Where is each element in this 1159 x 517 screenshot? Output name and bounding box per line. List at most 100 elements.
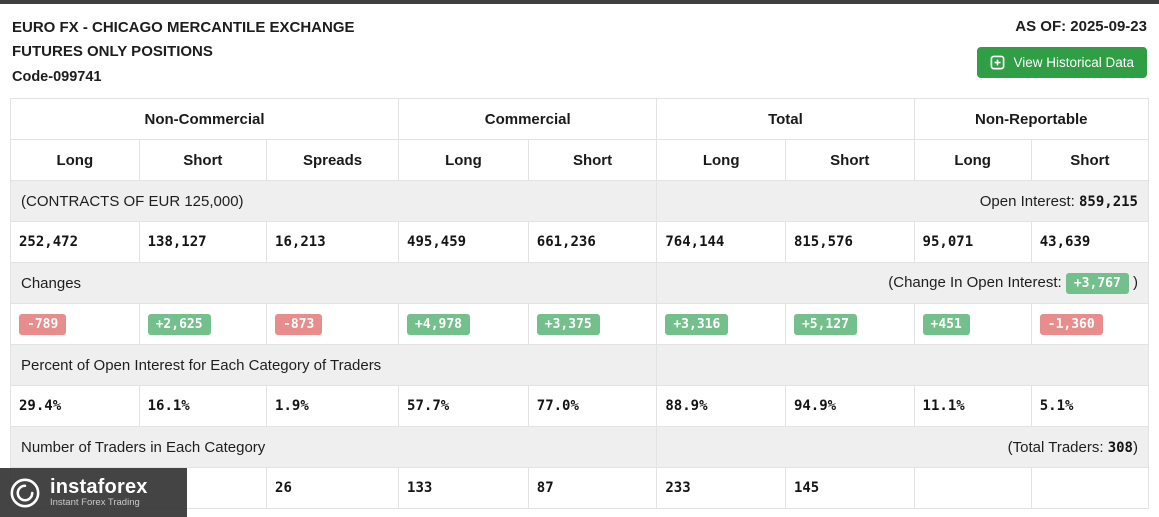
position-cell: 815,576 [784, 221, 915, 263]
position-cell: 95,071 [913, 221, 1032, 263]
percent-cell: 16.1% [138, 385, 268, 427]
traders-cell [913, 467, 1032, 509]
total-traders-suffix: ) [1133, 438, 1138, 456]
group-header-row: Non-Commercial Commercial Total Non-Repo… [9, 98, 1150, 140]
change-cell: -873 [266, 303, 400, 345]
report-header: EURO FX - CHICAGO MERCANTILE EXCHANGE FU… [0, 4, 1159, 98]
change-oi-suffix: ) [1128, 273, 1138, 291]
watermark-brand: instaforex [50, 475, 148, 498]
report-titles: EURO FX - CHICAGO MERCANTILE EXCHANGE FU… [12, 16, 355, 90]
change-badge: +5,127 [793, 313, 857, 335]
top-border [0, 0, 1159, 4]
total-traders-prefix: (Total Traders: [1007, 438, 1108, 456]
percent-cell: 77.0% [527, 385, 658, 427]
as-of-date: AS OF: 2025-09-23 [1015, 18, 1147, 35]
change-cell: -789 [10, 303, 140, 345]
traders-label: Number of Traders in Each Category [9, 426, 658, 468]
change-cell: +3,316 [656, 303, 786, 345]
open-interest-label: Open Interest: [979, 192, 1079, 210]
open-interest-cell: Open Interest: 859,215 [656, 180, 1149, 222]
watermark-text: instaforex Instant Forex Trading [50, 477, 148, 509]
percent-cell: 5.1% [1030, 385, 1150, 427]
position-cell: 43,639 [1030, 221, 1150, 263]
change-oi-prefix: (Change In Open Interest: [888, 273, 1066, 291]
position-cell: 764,144 [656, 221, 786, 263]
change-cell: +3,375 [527, 303, 658, 345]
col-header-nr-short: Short [1030, 139, 1150, 181]
group-header-nonreportable: Non-Reportable [913, 98, 1150, 140]
open-interest-value: 859,215 [1078, 193, 1138, 210]
position-cell: 252,472 [10, 221, 140, 263]
percent-cell: 57.7% [398, 385, 529, 427]
report-title-line2: FUTURES ONLY POSITIONS [12, 43, 213, 60]
total-traders-value: 308 [1107, 439, 1133, 456]
position-cell: 661,236 [527, 221, 658, 263]
change-badge: +2,625 [147, 313, 211, 335]
positions-table-wrap: Non-Commercial Commercial Total Non-Repo… [9, 98, 1150, 509]
percent-label: Percent of Open Interest for Each Catego… [9, 344, 658, 386]
col-header-nr-long: Long [913, 139, 1032, 181]
percent-cell: 88.9% [656, 385, 786, 427]
traders-cell: 233 [656, 467, 786, 509]
position-cell: 16,213 [266, 221, 400, 263]
group-header-total: Total [656, 98, 915, 140]
change-oi-badge: +3,767 [1065, 272, 1129, 294]
change-badge: -789 [19, 313, 67, 335]
changes-row: -789 +2,625 -873 +4,978 +3,375 +3,316 +5… [10, 303, 1150, 345]
col-header-c-short: Short [527, 139, 658, 181]
instaforex-watermark: instaforex Instant Forex Trading [0, 468, 187, 517]
col-header-c-long: Long [398, 139, 529, 181]
change-badge: +3,375 [536, 313, 600, 335]
percent-cell: 11.1% [913, 385, 1032, 427]
report-code: Code-099741 [12, 69, 102, 85]
historical-data-icon [991, 55, 1005, 70]
watermark-tagline: Instant Forex Trading [50, 496, 140, 508]
change-cell: +5,127 [784, 303, 915, 345]
report-header-right: AS OF: 2025-09-23 View Historical Data [977, 16, 1147, 78]
col-header-t-long: Long [656, 139, 786, 181]
position-cell: 138,127 [138, 221, 268, 263]
change-badge: +451 [922, 313, 970, 335]
traders-cell: 26 [266, 467, 400, 509]
view-historical-data-label: View Historical Data [1013, 55, 1134, 70]
change-badge: -1,360 [1039, 313, 1103, 335]
traders-cell: 87 [527, 467, 658, 509]
traders-band-row: Number of Traders in Each Category (Tota… [9, 426, 1149, 468]
changes-band-row: Changes (Change In Open Interest: +3,767… [9, 262, 1149, 304]
instaforex-logo-icon [10, 478, 40, 507]
position-cell: 495,459 [398, 221, 529, 263]
change-badge: +4,978 [407, 313, 471, 335]
group-header-commercial: Commercial [398, 98, 658, 140]
change-cell: -1,360 [1030, 303, 1150, 345]
traders-cell: 133 [398, 467, 529, 509]
col-header-nc-spreads: Spreads [266, 139, 400, 181]
change-cell: +4,978 [398, 303, 529, 345]
report-title-line1: EURO FX - CHICAGO MERCANTILE EXCHANGE [12, 19, 355, 36]
changes-label: Changes [9, 262, 658, 304]
view-historical-data-button[interactable]: View Historical Data [977, 47, 1147, 78]
positions-table: Non-Commercial Commercial Total Non-Repo… [9, 98, 1150, 509]
change-badge: +3,316 [665, 313, 729, 335]
contracts-band-row: (CONTRACTS OF EUR 125,000) Open Interest… [9, 180, 1149, 222]
col-header-nc-long: Long [10, 139, 140, 181]
change-cell: +451 [913, 303, 1032, 345]
positions-row: 252,472 138,127 16,213 495,459 661,236 7… [10, 221, 1150, 263]
col-header-nc-short: Short [138, 139, 268, 181]
percent-band-spacer [656, 344, 1149, 386]
total-traders-cell: (Total Traders: 308) [656, 426, 1149, 468]
percent-band-row: Percent of Open Interest for Each Catego… [9, 344, 1149, 386]
group-header-noncommercial: Non-Commercial [9, 98, 400, 140]
col-header-t-short: Short [784, 139, 915, 181]
contracts-label: (CONTRACTS OF EUR 125,000) [9, 180, 658, 222]
change-open-interest-cell: (Change In Open Interest: +3,767 ) [656, 262, 1149, 304]
percent-cell: 1.9% [266, 385, 400, 427]
percent-cell: 29.4% [10, 385, 140, 427]
traders-cell: 145 [784, 467, 915, 509]
change-badge: -873 [275, 313, 323, 335]
percents-row: 29.4% 16.1% 1.9% 57.7% 77.0% 88.9% 94.9%… [10, 385, 1150, 427]
traders-cell [1030, 467, 1150, 509]
change-cell: +2,625 [138, 303, 268, 345]
percent-cell: 94.9% [784, 385, 915, 427]
column-header-row: Long Short Spreads Long Short Long Short… [10, 139, 1150, 181]
